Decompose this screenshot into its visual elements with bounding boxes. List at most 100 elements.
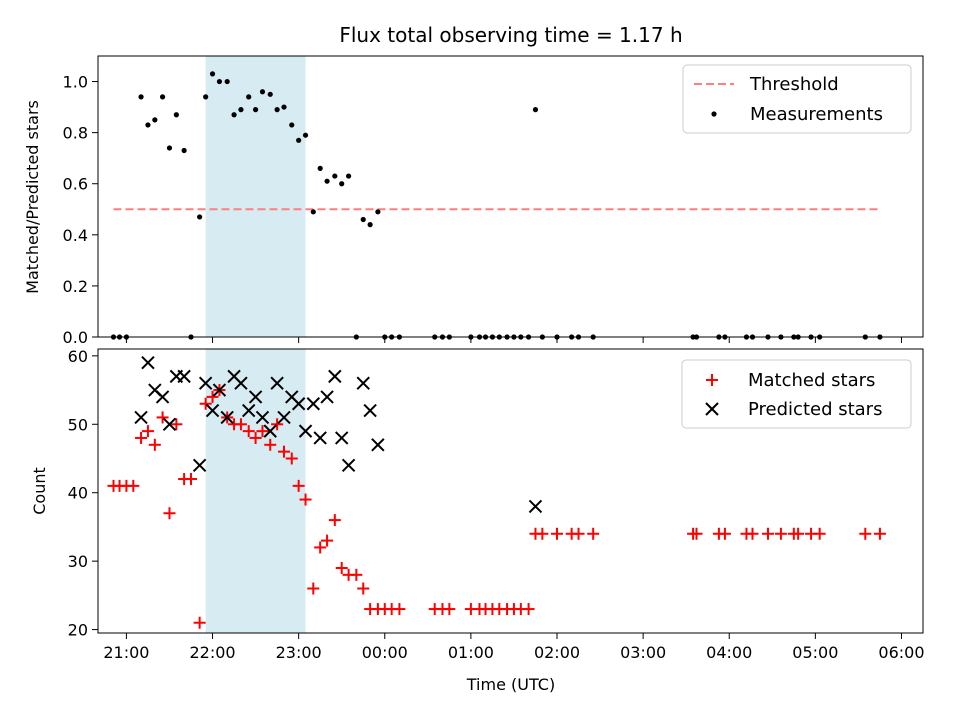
top-y-axis-label: Matched/Predicted stars xyxy=(23,100,42,294)
matched-star-point xyxy=(127,479,140,492)
predicted-star-point xyxy=(198,376,213,390)
matched-star-point xyxy=(718,527,731,540)
matched-star-point xyxy=(170,418,183,431)
measurement-point xyxy=(166,145,173,151)
matched-star-point xyxy=(746,527,759,540)
matched-star-point xyxy=(163,507,176,520)
legend-measurements-label: Measurements xyxy=(750,104,883,125)
measurement-point xyxy=(375,209,381,215)
matched-star-point xyxy=(813,527,826,540)
measurement-point xyxy=(203,94,209,100)
measurement-point xyxy=(252,107,259,113)
predicted-star-point xyxy=(255,410,270,425)
legend-predicted-label: Predicted stars xyxy=(748,399,882,420)
matched-star-point xyxy=(256,425,269,438)
matched-star-point xyxy=(321,534,334,547)
matched-star-point xyxy=(156,411,169,424)
bottom-legend: Matched stars Predicted stars xyxy=(681,359,912,429)
bottom-y-tick-label: 60 xyxy=(68,347,88,366)
bottom-y-tick-label: 30 xyxy=(68,552,88,571)
measurement-point xyxy=(289,122,295,128)
predicted-star-point xyxy=(320,390,334,404)
measurement-point xyxy=(302,132,309,138)
measurement-point xyxy=(274,107,280,113)
measurement-point xyxy=(138,94,144,100)
matched-star-point xyxy=(135,431,148,444)
highlight-span-top xyxy=(205,56,306,337)
predicted-star-point xyxy=(528,499,543,514)
top-y-ticks: 0.0 0.2 0.4 0.6 0.8 1.0 xyxy=(63,73,98,347)
matched-star-point xyxy=(335,561,348,574)
predicted-star-point xyxy=(241,403,256,418)
bottom-y-tick-label: 40 xyxy=(68,484,88,503)
x-tick-label: 21:00 xyxy=(103,643,149,662)
x-tick-label: 06:00 xyxy=(878,643,924,662)
predicted-star-point xyxy=(335,431,349,445)
top-legend: Threshold Measurements xyxy=(682,64,912,134)
x-tick-label: 02:00 xyxy=(534,643,580,662)
measurement-point xyxy=(281,104,287,110)
measurement-point xyxy=(296,137,302,143)
x-tick-label: 03:00 xyxy=(620,643,666,662)
matched-star-point xyxy=(292,479,305,492)
matched-star-point xyxy=(873,527,886,540)
matched-star-point xyxy=(264,438,277,451)
matched-star-point xyxy=(690,527,703,540)
top-y-tick-label: 1.0 xyxy=(63,73,88,92)
measurement-point xyxy=(238,107,244,113)
matched-star-point xyxy=(350,568,363,581)
predicted-star-point xyxy=(291,397,306,411)
measurement-point xyxy=(209,71,216,77)
measurement-point xyxy=(231,112,237,118)
chart-title: Flux total observing time = 1.17 h xyxy=(339,23,682,47)
matched-star-point xyxy=(249,431,262,444)
matched-star-point xyxy=(185,473,198,486)
top-y-tick-label: 0.2 xyxy=(63,277,88,296)
measurement-point xyxy=(367,222,373,228)
measurement-point xyxy=(310,209,316,215)
predicted-star-point xyxy=(356,376,370,390)
matched-star-point xyxy=(234,418,247,431)
bottom-legend-box xyxy=(681,359,912,429)
count-panel: 20 30 40 50 60 21:00 22:00 23:00 00:00 01:00 02:0… xyxy=(30,347,925,694)
measurement-point xyxy=(532,107,539,113)
measurement-point xyxy=(216,78,223,85)
bottom-y-tick-label: 50 xyxy=(68,415,88,434)
x-tick-label: 00:00 xyxy=(362,643,408,662)
measurement-point xyxy=(159,94,166,100)
bottom-y-axis-label: Count xyxy=(30,467,49,515)
predicted-star-point xyxy=(220,410,234,425)
predicted-star-point xyxy=(306,397,320,411)
predicted-star-point xyxy=(192,458,207,473)
x-tick-label: 22:00 xyxy=(189,643,235,662)
measurement-point xyxy=(197,214,203,220)
legend-matched-label: Matched stars xyxy=(748,370,875,391)
top-legend-box xyxy=(682,64,912,134)
measurement-point xyxy=(339,181,345,187)
matched-star-point xyxy=(141,425,154,438)
top-y-tick-label: 0.4 xyxy=(63,226,88,245)
predicted-star-point xyxy=(363,403,377,418)
predicted-star-point xyxy=(234,376,248,390)
measurement-point xyxy=(267,91,273,97)
matched-star-point xyxy=(551,527,564,540)
matched-star-point xyxy=(792,527,805,540)
matched-star-point xyxy=(357,582,370,595)
predicted-star-point xyxy=(298,424,313,438)
measurement-point xyxy=(259,89,266,95)
bottom-y-tick-label: 20 xyxy=(68,621,88,640)
matched-star-point xyxy=(393,603,406,616)
measurement-point xyxy=(246,94,252,100)
matched-star-point xyxy=(314,541,327,554)
top-y-tick-label: 0.8 xyxy=(63,124,88,143)
matched-star-point xyxy=(307,582,320,595)
predicted-star-point xyxy=(341,458,356,473)
predicted-star-point xyxy=(134,410,148,425)
matched-star-point xyxy=(587,527,600,540)
x-tick-label: 01:00 xyxy=(448,643,494,662)
x-axis-label: Time (UTC) xyxy=(466,675,555,694)
predicted-star-point xyxy=(162,417,177,431)
legend-measurements-marker xyxy=(711,111,717,117)
predicted-star-point xyxy=(270,376,284,390)
